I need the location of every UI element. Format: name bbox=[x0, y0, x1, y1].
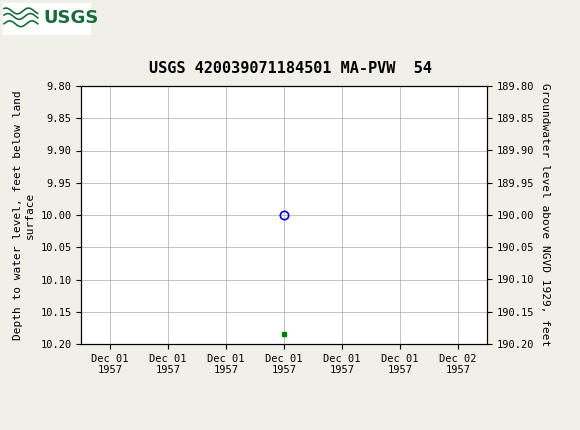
Y-axis label: Depth to water level, feet below land
surface: Depth to water level, feet below land su… bbox=[13, 90, 35, 340]
Y-axis label: Groundwater level above NGVD 1929, feet: Groundwater level above NGVD 1929, feet bbox=[540, 83, 550, 347]
Text: USGS: USGS bbox=[44, 9, 99, 27]
FancyBboxPatch shape bbox=[3, 3, 90, 34]
Text: USGS 420039071184501 MA-PVW  54: USGS 420039071184501 MA-PVW 54 bbox=[148, 61, 432, 76]
Legend: Period of approved data: Period of approved data bbox=[194, 429, 375, 430]
